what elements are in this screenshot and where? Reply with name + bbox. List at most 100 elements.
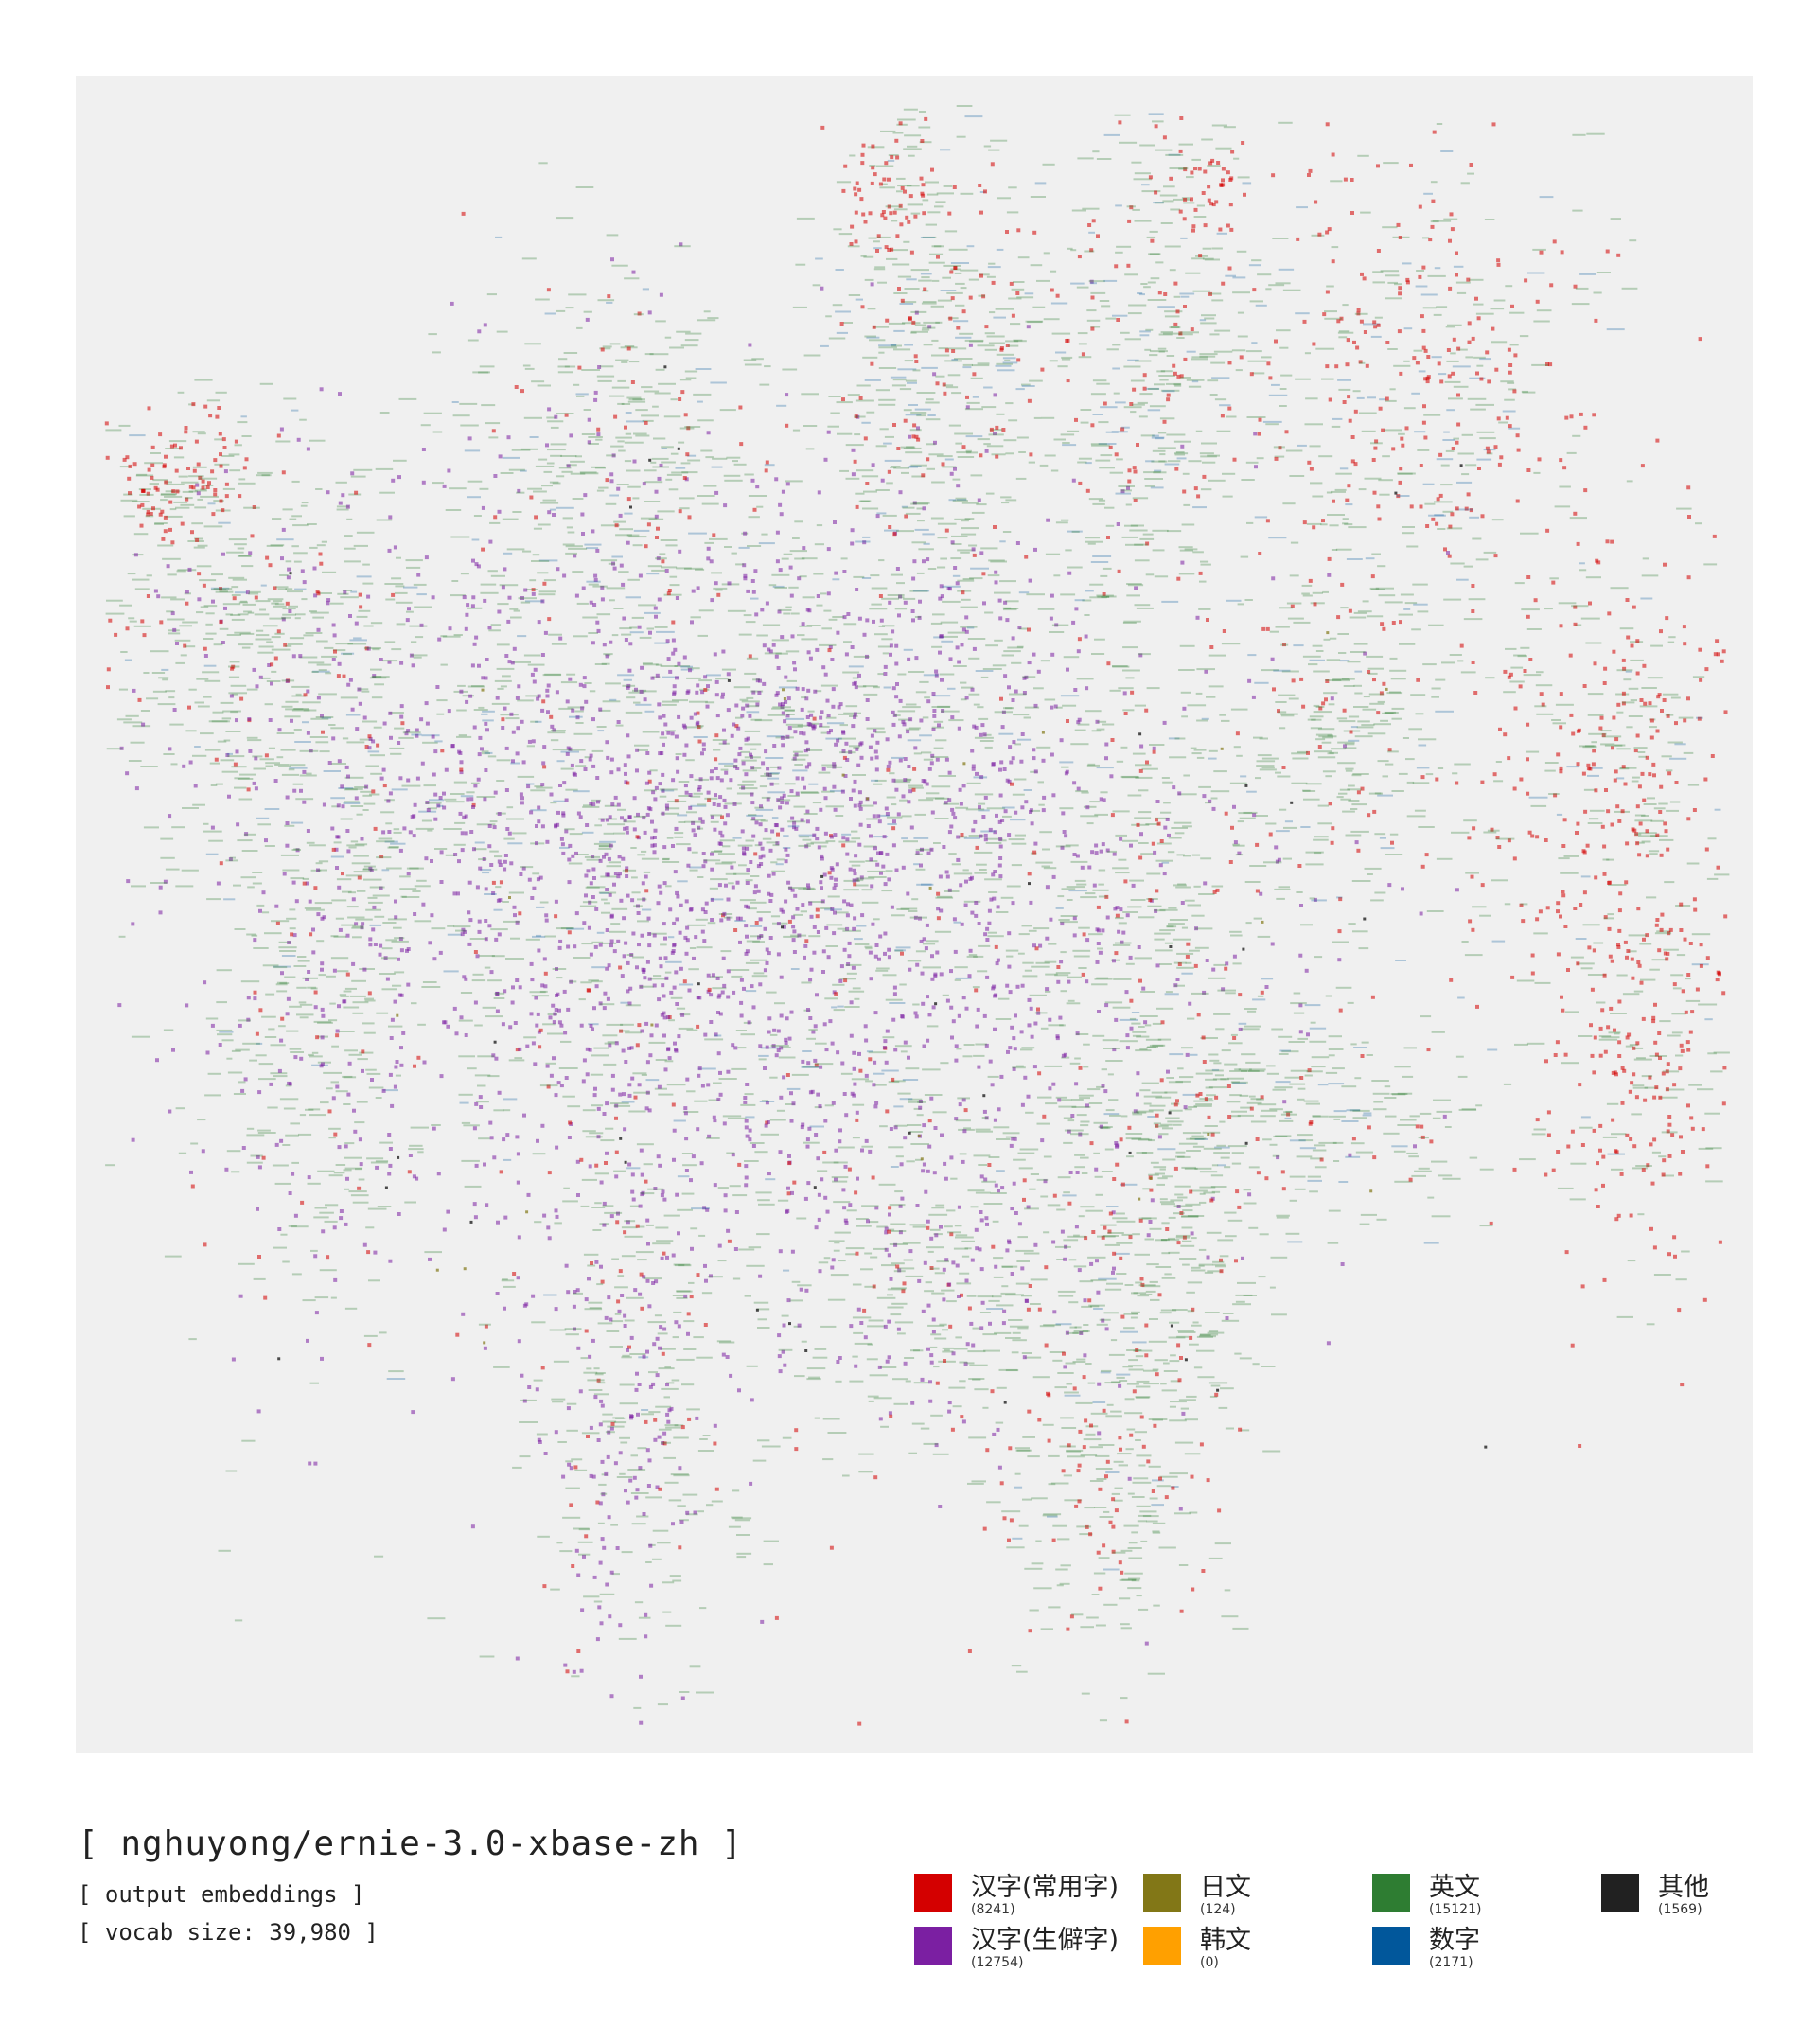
scatter-point — [415, 728, 419, 732]
scatter-point — [635, 434, 650, 437]
scatter-point — [1155, 800, 1160, 803]
scatter-point — [821, 949, 826, 954]
scatter-point — [312, 616, 324, 619]
scatter-point — [241, 1439, 256, 1442]
scatter-point — [353, 544, 368, 547]
scatter-point — [323, 1071, 342, 1074]
scatter-point — [1029, 994, 1047, 996]
scatter-point — [677, 880, 688, 883]
scatter-point — [546, 288, 551, 292]
scatter-point — [467, 685, 485, 688]
scatter-point — [616, 939, 621, 943]
scatter-point — [175, 1107, 185, 1110]
scatter-point — [820, 886, 823, 890]
scatter-point — [175, 642, 179, 645]
scatter-point — [195, 483, 200, 487]
scatter-point — [781, 702, 785, 707]
scatter-point — [412, 834, 416, 838]
scatter-point — [463, 1124, 480, 1127]
scatter-point — [726, 787, 732, 790]
scatter-point — [192, 431, 205, 433]
scatter-point — [456, 735, 472, 738]
scatter-point — [569, 833, 583, 836]
scatter-point — [146, 697, 159, 700]
scatter-point — [316, 663, 332, 666]
scatter-point — [302, 580, 307, 585]
scatter-point — [734, 920, 746, 922]
scatter-point — [306, 841, 315, 844]
scatter-point — [655, 1059, 667, 1061]
scatter-point — [206, 399, 221, 402]
scatter-point — [765, 1045, 769, 1049]
scatter-point — [344, 1156, 362, 1159]
scatter-point — [821, 627, 832, 630]
scatter-point — [647, 1108, 652, 1113]
scatter-point — [209, 762, 220, 765]
scatter-point — [968, 948, 973, 953]
scatter-point — [750, 478, 755, 483]
scatter-point — [1221, 719, 1230, 722]
scatter-point — [168, 500, 173, 504]
scatter-point — [625, 1004, 641, 1007]
scatter-point — [406, 872, 411, 876]
scatter-point — [1237, 1205, 1242, 1209]
scatter-point — [919, 734, 932, 737]
scatter-point — [912, 559, 917, 564]
scatter-point — [640, 1029, 644, 1033]
scatter-point — [131, 885, 146, 888]
scatter-point — [288, 1225, 297, 1227]
scatter-point — [471, 979, 486, 982]
scatter-point — [679, 903, 683, 907]
scatter-point — [824, 1104, 834, 1107]
scatter-point — [961, 996, 966, 1000]
scatter-point — [858, 806, 863, 811]
scatter-point — [431, 595, 435, 600]
scatter-point — [754, 612, 759, 617]
scatter-point — [961, 533, 977, 536]
scatter-point — [257, 651, 274, 654]
scatter-point — [519, 1455, 531, 1458]
scatter-point — [886, 764, 891, 768]
scatter-point — [413, 1064, 416, 1068]
scatter-point — [367, 896, 378, 899]
scatter-point — [742, 563, 747, 568]
scatter-point — [411, 663, 415, 668]
scatter-point — [176, 570, 186, 573]
scatter-point — [1343, 744, 1347, 749]
scatter-point — [292, 933, 297, 938]
scatter-point — [700, 907, 705, 912]
scatter-point — [925, 923, 929, 927]
scatter-point — [1138, 653, 1143, 658]
scatter-point — [720, 834, 725, 838]
scatter-point — [674, 832, 684, 835]
scatter-point — [116, 718, 132, 721]
scatter-point — [898, 490, 903, 495]
scatter-point — [1078, 926, 1090, 929]
scatter-point — [498, 863, 503, 867]
scatter-point — [631, 876, 638, 879]
scatter-point — [581, 369, 600, 371]
scatter-point — [361, 1049, 365, 1054]
scatter-point — [691, 1207, 710, 1210]
scatter-point — [875, 740, 880, 745]
scatter-point — [934, 669, 939, 674]
scatter-point — [921, 779, 926, 783]
scatter-point — [831, 704, 836, 709]
scatter-point — [445, 854, 455, 856]
scatter-point — [468, 918, 473, 923]
scatter-point — [504, 746, 509, 750]
scatter-point — [671, 778, 676, 783]
scatter-point — [913, 752, 922, 755]
scatter-point — [950, 540, 955, 545]
scatter-point — [704, 901, 709, 906]
scatter-point — [849, 745, 860, 748]
scatter-point — [1126, 1383, 1139, 1385]
scatter-point — [296, 437, 301, 442]
scatter-point — [821, 790, 835, 793]
scatter-point — [851, 830, 858, 833]
scatter-point — [268, 1028, 275, 1031]
scatter-point — [158, 910, 163, 915]
scatter-point — [676, 1290, 691, 1293]
scatter-point — [715, 776, 720, 781]
scatter-point — [641, 850, 647, 853]
